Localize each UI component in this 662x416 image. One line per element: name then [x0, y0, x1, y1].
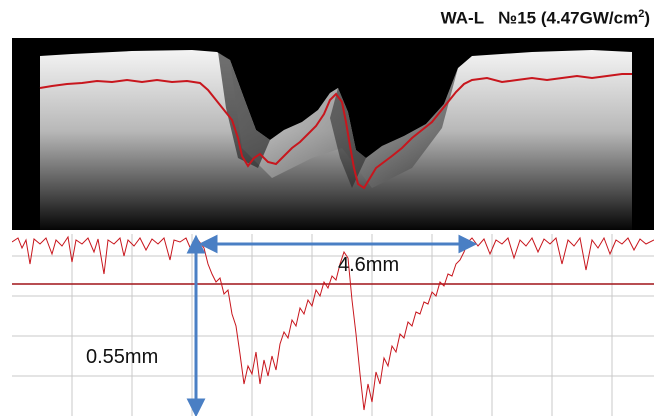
- title-label: WA-L: [440, 8, 485, 28]
- depth-profile-svg: [12, 234, 654, 416]
- title-exponent: 2: [638, 8, 645, 20]
- width-measurement-label: 4.6mm: [338, 254, 400, 276]
- figure-title: WA-L №15 (4.47GW/cm2): [441, 8, 650, 29]
- depth-profile-plot: [12, 234, 654, 416]
- depth-arrow: [186, 234, 206, 416]
- surface-scan-red-profile: [39, 73, 632, 190]
- surface-scan-image: [12, 38, 654, 230]
- title-suffix: ): [644, 8, 650, 28]
- profile-grid: [12, 234, 654, 416]
- title-value: (4.47GW/cm: [540, 8, 639, 28]
- depth-measurement-label: 0.55mm: [86, 346, 159, 368]
- title-sample: №15: [498, 8, 537, 28]
- width-arrow: [198, 234, 478, 254]
- surface-scan-svg: [12, 38, 654, 230]
- depth-profile-trace: [12, 235, 654, 411]
- surface-scan-shadow-left: [218, 52, 270, 168]
